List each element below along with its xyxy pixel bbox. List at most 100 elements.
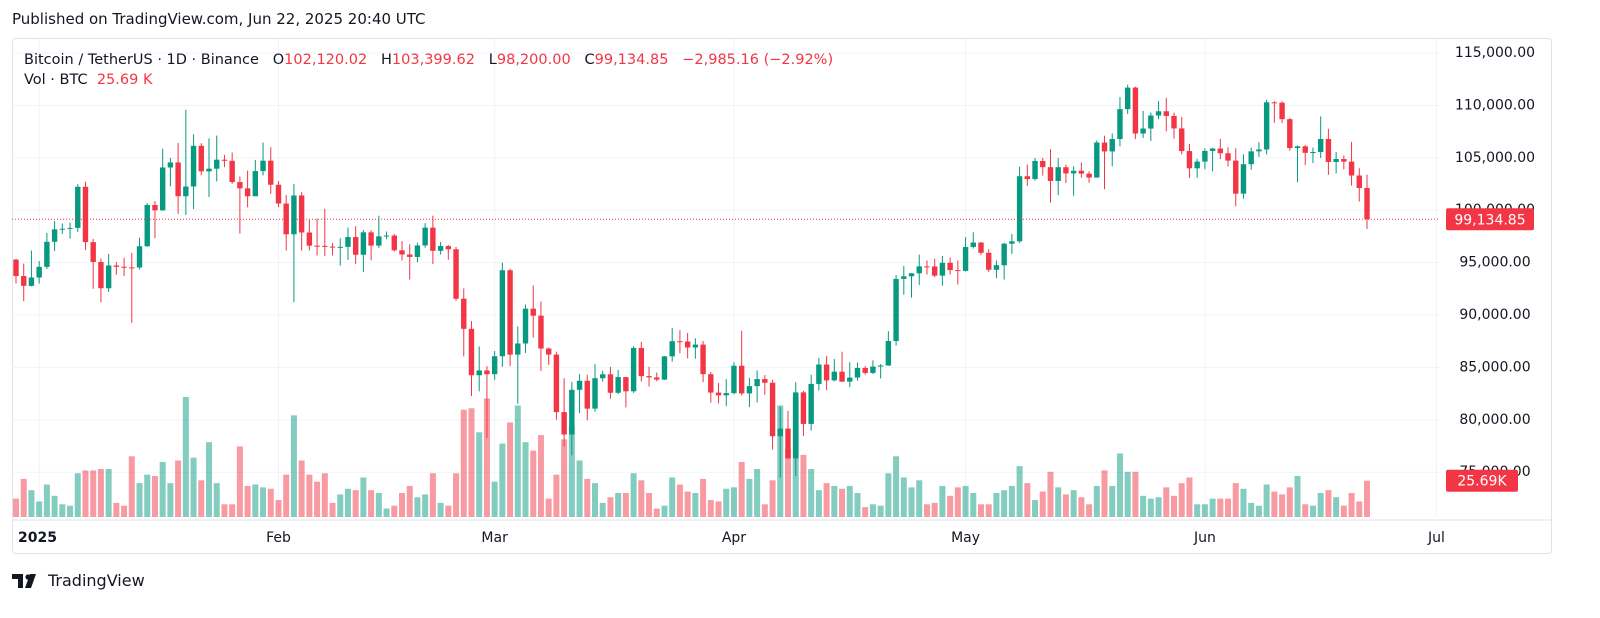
volume-bar xyxy=(900,477,907,517)
candle-body xyxy=(237,182,243,189)
candle-body xyxy=(854,367,861,378)
candle-body xyxy=(1209,148,1216,151)
candle-body xyxy=(955,270,961,272)
candle-body xyxy=(1186,151,1193,169)
candle-body xyxy=(283,203,289,235)
volume-bar xyxy=(329,502,336,517)
volume-bar xyxy=(221,504,228,517)
volume-bar xyxy=(1356,501,1363,517)
candle-body xyxy=(152,204,158,211)
candle-body xyxy=(1086,173,1092,178)
volume-bar xyxy=(298,460,305,517)
candle-body xyxy=(175,162,181,197)
volume-bar xyxy=(507,422,514,517)
candle-body xyxy=(700,344,706,375)
volume-bar xyxy=(445,505,452,517)
candle-body xyxy=(1047,167,1054,181)
volume-bar xyxy=(491,481,498,517)
candle-body xyxy=(159,167,166,211)
key: C xyxy=(584,52,595,68)
candle-body xyxy=(708,374,714,393)
volume-bar xyxy=(846,485,853,517)
candle-body xyxy=(28,277,35,286)
volume-bar xyxy=(1194,504,1201,517)
x-tick-label: Mar xyxy=(481,530,508,546)
volume-bar xyxy=(607,497,614,517)
candle-body xyxy=(1179,128,1185,152)
candle-body xyxy=(345,237,351,247)
volume-bar xyxy=(1171,495,1177,517)
candle-body xyxy=(646,376,652,378)
candle-body xyxy=(1040,160,1046,168)
volume-bar xyxy=(1286,487,1293,517)
volume-bar xyxy=(723,488,730,517)
candle-body xyxy=(1256,149,1262,152)
candle-body xyxy=(75,186,81,228)
volume-bar xyxy=(638,480,645,517)
ohlc-row: Bitcoin / TetherUS · 1D · Binance O102,1… xyxy=(24,50,833,70)
candle-body xyxy=(800,392,807,424)
chart-frame xyxy=(12,38,1552,554)
volume-bar xyxy=(592,483,598,517)
volume-bar xyxy=(1001,490,1008,517)
volume-bar xyxy=(1016,466,1023,517)
volume-bar xyxy=(167,483,174,517)
volume-bar xyxy=(537,435,544,517)
publish-note: Published on TradingView.com, Jun 22, 20… xyxy=(12,10,426,28)
volume-bar xyxy=(923,504,930,517)
volume-bar xyxy=(105,469,112,517)
volume-bar xyxy=(978,504,984,517)
volume-bar xyxy=(730,487,737,517)
volume-bar xyxy=(175,460,182,517)
volume-bar xyxy=(1225,498,1232,517)
volume-bar xyxy=(90,470,97,517)
candle-body xyxy=(1240,164,1247,194)
candle-body xyxy=(746,386,753,394)
candle-body xyxy=(376,236,382,246)
volume-bar xyxy=(337,494,344,517)
x-tick-label: May xyxy=(951,530,980,546)
candle-body xyxy=(777,428,783,437)
volume-bar xyxy=(1248,502,1255,517)
candle-body xyxy=(329,246,336,248)
x-tick-label: Jun xyxy=(1193,530,1216,546)
candle-body xyxy=(136,246,143,268)
volume-bar xyxy=(1302,504,1309,517)
candle-body xyxy=(337,246,343,248)
volume-bar xyxy=(615,493,622,517)
volume-bar xyxy=(661,505,668,517)
candle-body xyxy=(1263,102,1270,150)
candle-body xyxy=(1163,111,1169,116)
candle-body xyxy=(1094,142,1100,178)
candle-body xyxy=(654,377,660,380)
x-tick-label: 2025 xyxy=(18,530,57,546)
volume-bar xyxy=(252,484,259,517)
candle-body xyxy=(407,254,413,257)
candle-body xyxy=(105,265,112,289)
candle-body xyxy=(352,237,359,255)
candle-body xyxy=(167,162,174,168)
volume-bar xyxy=(1217,498,1224,517)
candle-body xyxy=(13,259,19,277)
candle-body xyxy=(67,227,73,229)
candle-body xyxy=(422,227,428,246)
volume-bar xyxy=(800,454,807,517)
candle-body xyxy=(468,328,475,376)
volume-bar xyxy=(399,493,405,517)
volume-bar xyxy=(1116,453,1123,517)
volume-bar xyxy=(823,483,830,517)
volume-bar xyxy=(1186,477,1193,517)
volume-bar xyxy=(236,446,243,517)
candle-body xyxy=(1364,187,1370,220)
y-tick-label: 80,000.00 xyxy=(1459,412,1530,428)
candle-body xyxy=(244,188,251,197)
candle-body xyxy=(723,393,729,396)
candle-body xyxy=(769,382,776,437)
volume-bar xyxy=(159,461,166,517)
candle-body xyxy=(129,267,135,269)
volume-bar xyxy=(700,478,707,517)
candle-body xyxy=(499,270,506,357)
candle-body xyxy=(1248,151,1254,165)
